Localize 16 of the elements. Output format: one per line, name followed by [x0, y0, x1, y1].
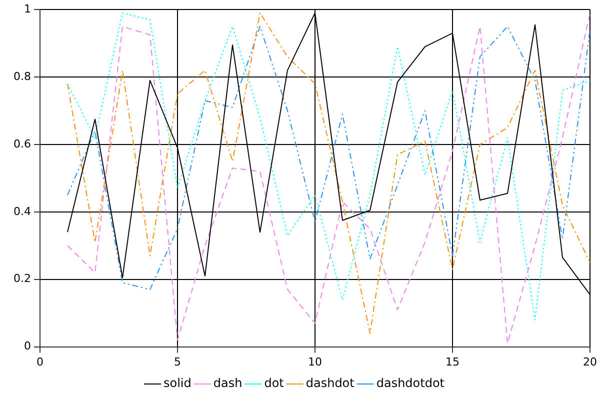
y-tick-label: 1	[24, 2, 31, 16]
y-tick-label: 0.6	[14, 137, 31, 150]
x-tick-label: 15	[446, 355, 460, 368]
y-tick-label: 0.4	[14, 204, 31, 218]
y-tick-label: 0.2	[14, 272, 31, 286]
y-tick-label: 0	[24, 340, 31, 353]
x-tick-label: 0	[36, 355, 44, 368]
x-tick-label: 20	[583, 355, 597, 368]
x-tick-label: 10	[308, 355, 322, 368]
legend-label: solid	[163, 376, 192, 390]
legend-label: dashdotdot	[376, 376, 445, 390]
x-tick-label: 5	[174, 355, 181, 368]
legend-label: dashdot	[306, 376, 355, 390]
y-tick-label: 0.8	[14, 70, 31, 83]
legend-label: dash	[213, 376, 242, 390]
legend-label: dot	[264, 376, 284, 390]
